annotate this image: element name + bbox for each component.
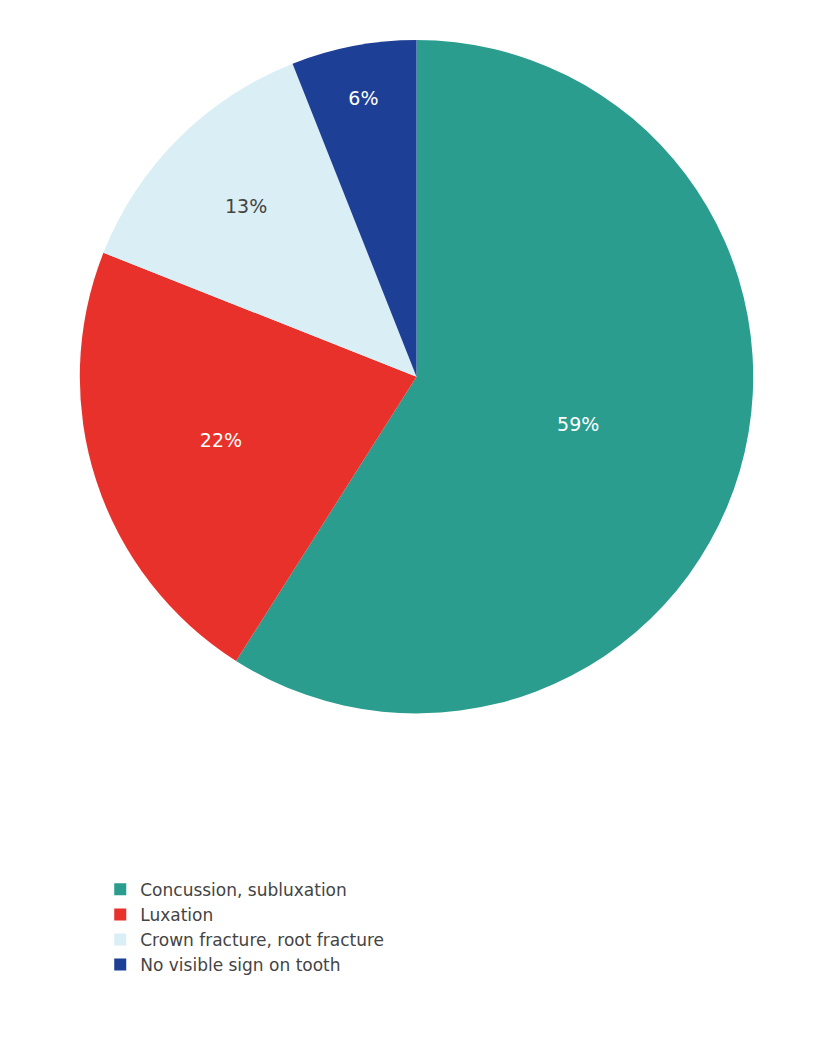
svg-text:6%: 6% <box>348 87 378 109</box>
svg-text:Concussion, subluxation: Concussion, subluxation <box>140 880 347 900</box>
svg-text:59%: 59% <box>557 413 599 435</box>
svg-text:Crown fracture, root fracture: Crown fracture, root fracture <box>140 930 384 950</box>
svg-text:No visible sign on tooth: No visible sign on tooth <box>140 955 340 975</box>
svg-text:Luxation: Luxation <box>140 905 213 925</box>
svg-text:22%: 22% <box>200 429 242 451</box>
svg-text:13%: 13% <box>225 195 267 217</box>
